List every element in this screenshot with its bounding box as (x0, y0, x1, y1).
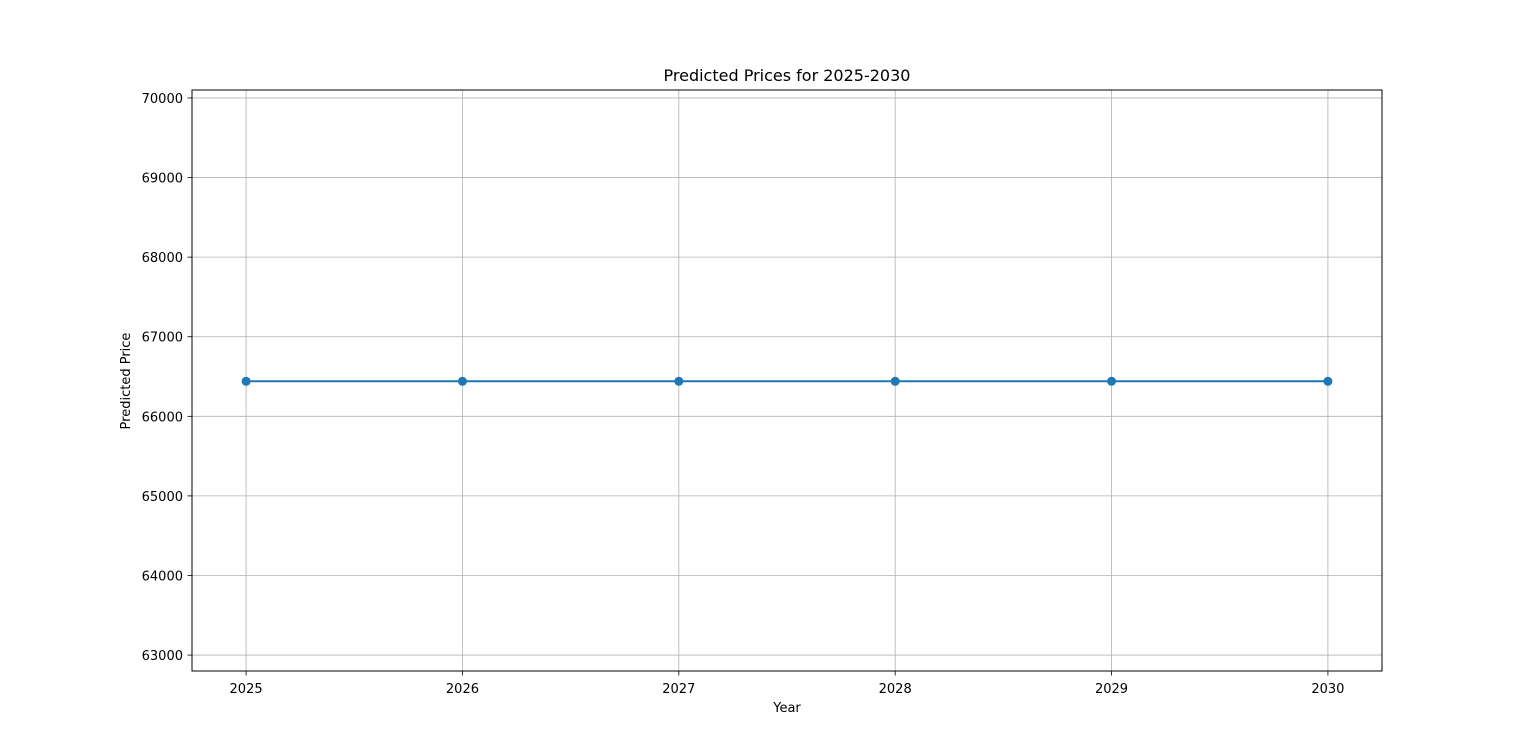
x-tick-label: 2030 (1311, 682, 1344, 697)
x-axis-ticks: 2025 2026 2027 2028 2029 2030 (230, 671, 1344, 697)
chart-title: Predicted Prices for 2025-2030 (664, 66, 911, 85)
y-tick-label: 68000 (142, 251, 183, 266)
y-tick-label: 66000 (142, 410, 183, 425)
data-point (457, 376, 467, 386)
y-tick-label: 70000 (142, 92, 183, 107)
x-axis-label: Year (772, 701, 801, 716)
x-tick-label: 2025 (230, 682, 263, 697)
y-tick-label: 67000 (142, 331, 183, 346)
data-point (1323, 376, 1333, 386)
series-layer (241, 376, 1333, 386)
x-tick-label: 2029 (1095, 682, 1128, 697)
y-tick-label: 63000 (142, 649, 183, 664)
data-point (890, 376, 900, 386)
data-point (241, 376, 251, 386)
y-tick-label: 65000 (142, 490, 183, 505)
y-tick-label: 64000 (142, 569, 183, 584)
plot-frame (191, 89, 1383, 672)
y-axis-ticks: 63000 64000 65000 66000 67000 68000 69000 70000 (142, 92, 192, 664)
x-tick-label: 2027 (662, 682, 695, 697)
x-tick-label: 2028 (879, 682, 912, 697)
data-point (1107, 376, 1117, 386)
y-tick-label: 69000 (142, 172, 183, 187)
x-tick-label: 2026 (446, 682, 479, 697)
grid-lines (192, 90, 1382, 671)
data-point (674, 376, 684, 386)
y-axis-label: Predicted Price (119, 333, 134, 430)
